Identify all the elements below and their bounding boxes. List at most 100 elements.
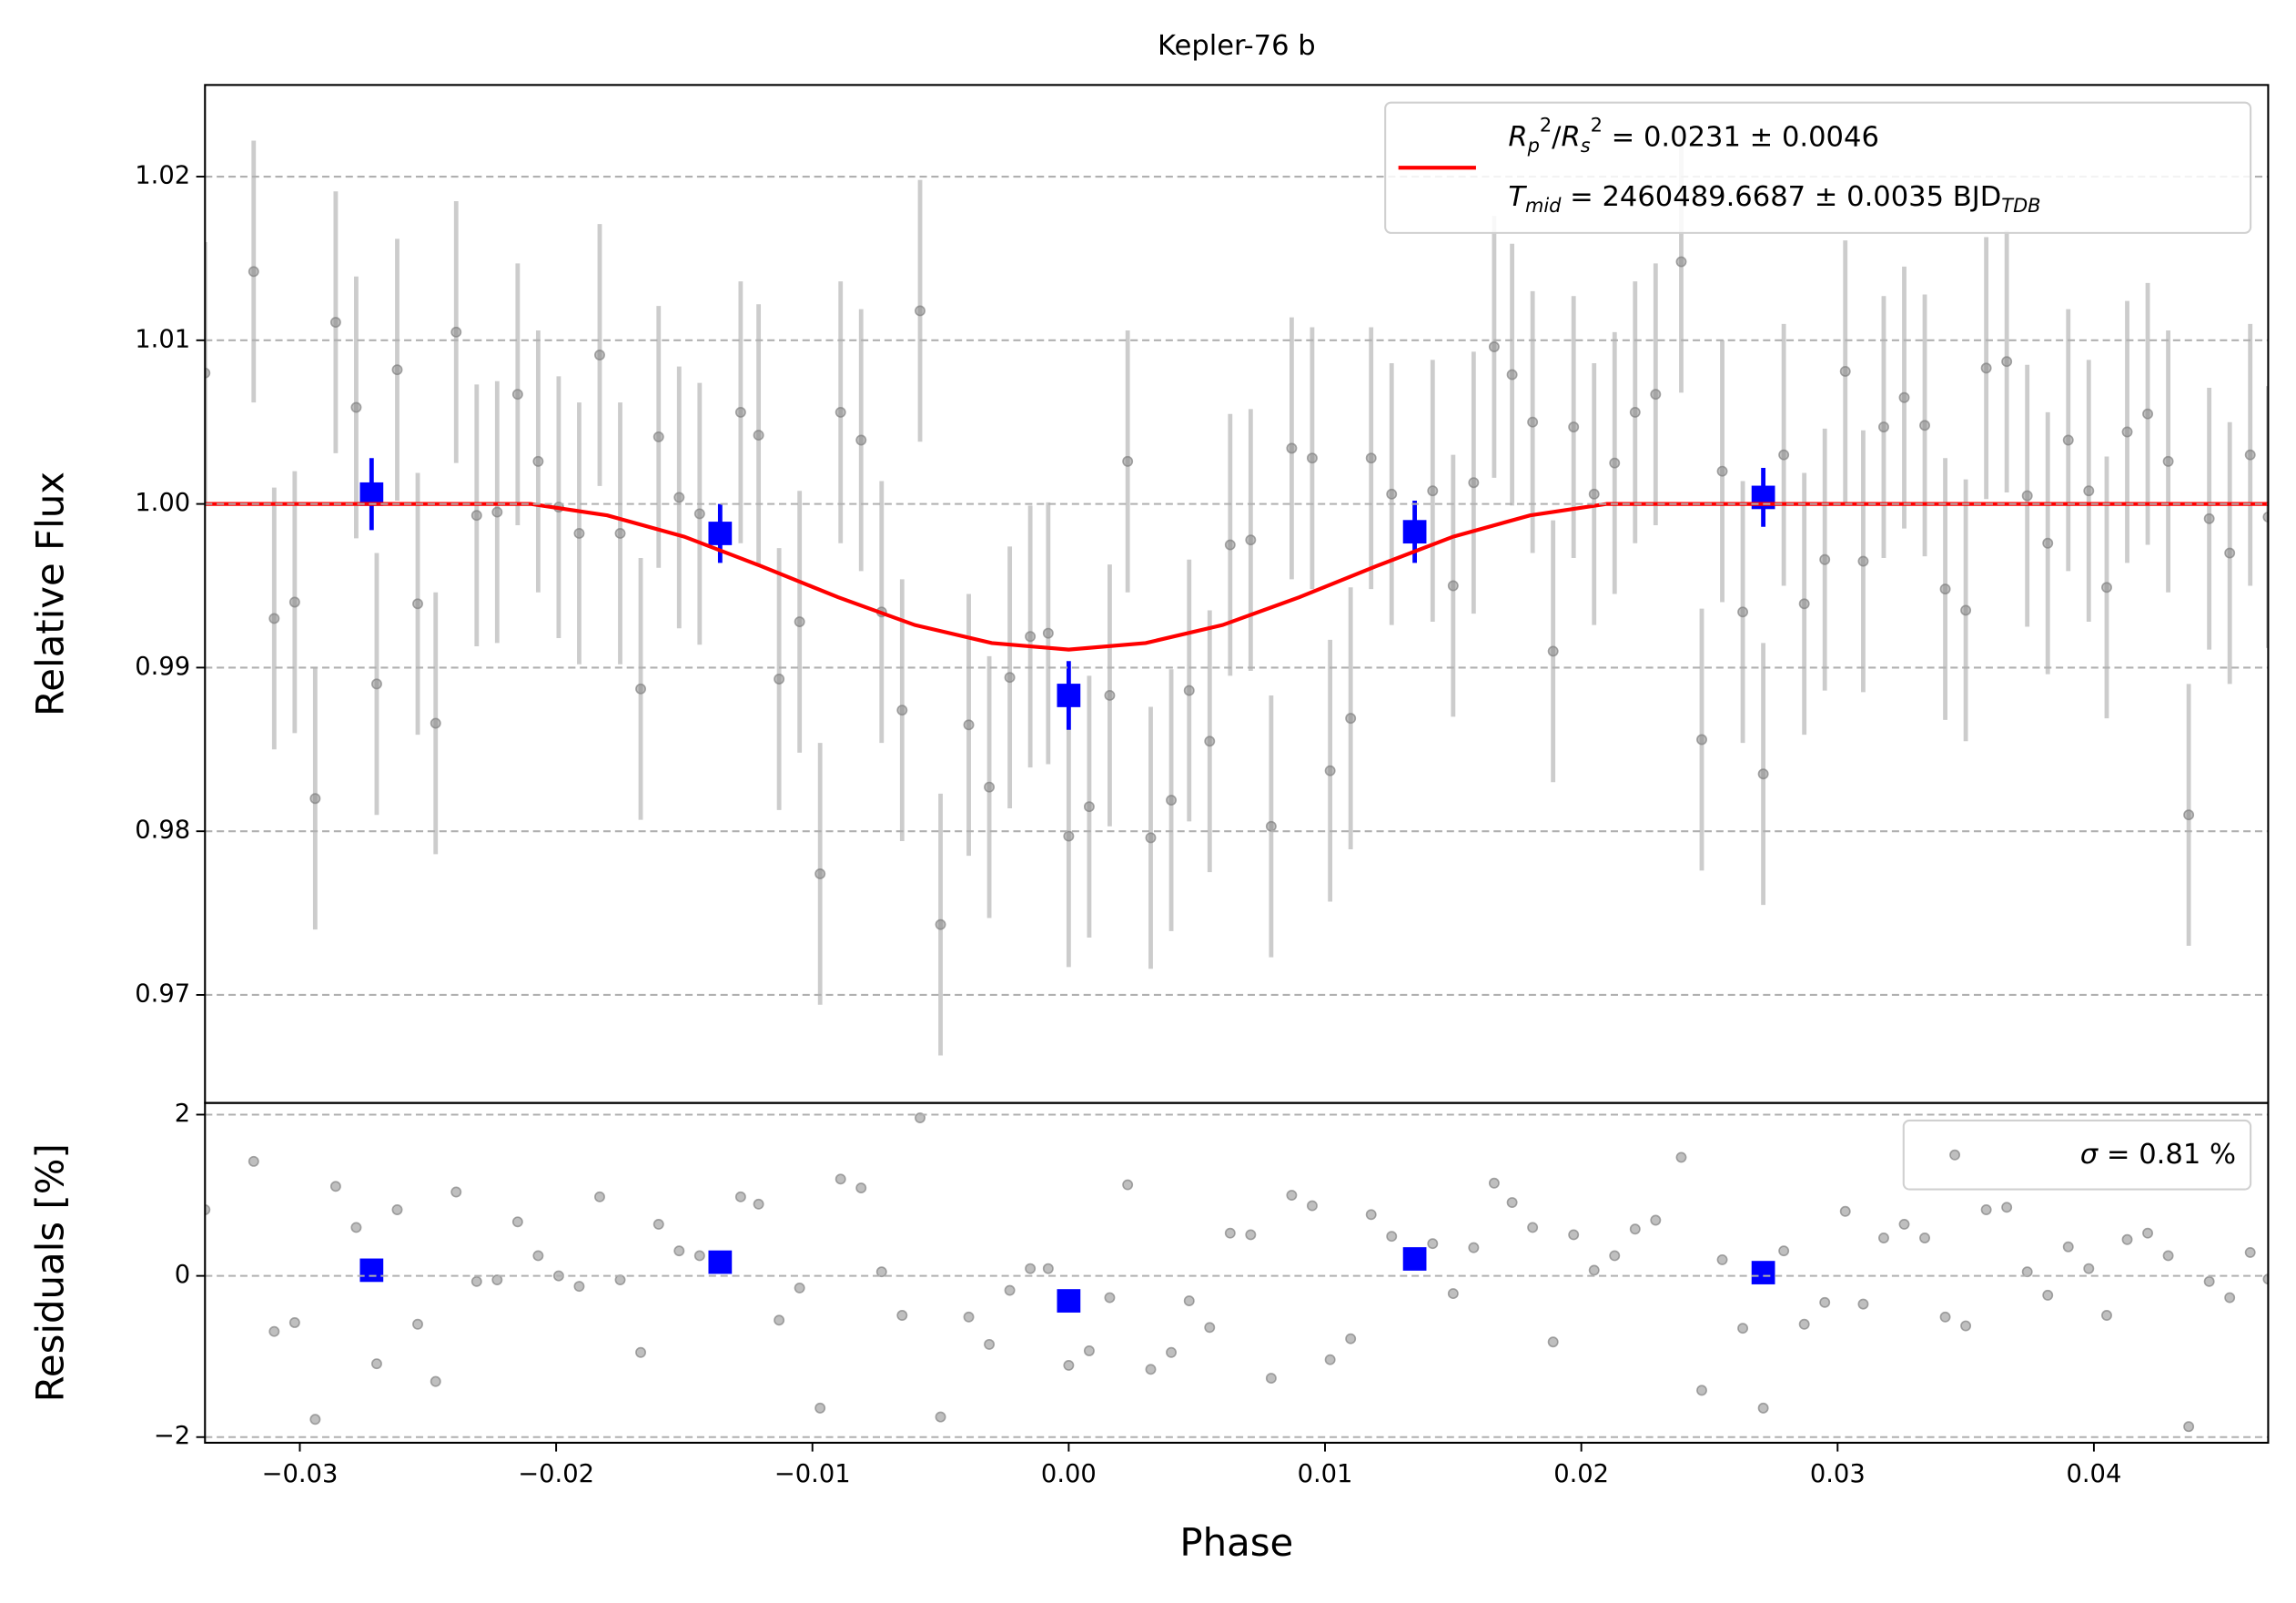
data-point — [673, 492, 685, 503]
data-point — [1183, 685, 1195, 696]
x-tick-label: 0.02 — [1553, 1460, 1609, 1488]
data-point — [391, 1204, 403, 1215]
x-tick-label: 0.00 — [1041, 1460, 1097, 1488]
data-point — [1365, 452, 1377, 464]
data-point — [1104, 690, 1116, 701]
data-point — [1696, 734, 1707, 746]
data-point — [1265, 1373, 1277, 1385]
legend-marker — [1949, 1149, 1961, 1161]
data-point — [412, 598, 423, 610]
data-point — [1042, 1263, 1054, 1274]
legend-text: σ — [2080, 1138, 2099, 1170]
data-point — [1345, 713, 1357, 725]
data-point — [1675, 256, 1687, 268]
data-point — [1447, 1288, 1459, 1300]
y-axis-label: Residuals [%] — [27, 1143, 72, 1402]
legend-text: / — [1552, 121, 1562, 153]
data-point — [2262, 512, 2269, 522]
data-point — [1819, 1296, 1831, 1308]
data-point — [1527, 1222, 1539, 1233]
data-point — [1204, 1322, 1216, 1334]
data-point — [350, 1222, 362, 1233]
data-point — [2183, 1421, 2195, 1433]
data-point — [1083, 1345, 1095, 1356]
data-point — [963, 719, 975, 731]
data-point — [450, 326, 462, 338]
data-point — [594, 1191, 605, 1202]
data-point — [875, 1266, 887, 1278]
data-point — [1468, 1242, 1480, 1253]
binned-point — [708, 1250, 733, 1274]
data-point — [1245, 534, 1257, 546]
data-point — [1166, 795, 1177, 806]
data-point — [1345, 1333, 1357, 1344]
plot-area — [205, 1112, 2269, 1433]
data-point — [1527, 416, 1539, 428]
data-point — [1568, 1229, 1580, 1241]
x-tick-label: 0.01 — [1298, 1460, 1353, 1488]
data-point — [371, 1358, 382, 1370]
data-point — [1145, 1364, 1157, 1375]
data-point — [2244, 1246, 2256, 1258]
data-point — [1386, 1231, 1398, 1243]
data-point — [1447, 580, 1459, 592]
y-tick-label: 1.02 — [135, 162, 190, 190]
legend-text: TDB — [2001, 195, 2040, 217]
legend-text: R — [1561, 121, 1580, 153]
data-point — [774, 674, 785, 685]
x-axis-label: Phase — [1179, 1520, 1293, 1565]
legend-text: = 0.0231 ± 0.0046 — [1603, 121, 1879, 153]
data-point — [1122, 455, 1134, 467]
data-point — [2142, 1227, 2154, 1239]
data-point — [1365, 1209, 1377, 1221]
data-point — [774, 1314, 785, 1326]
data-point — [1898, 1218, 1910, 1230]
data-point — [1716, 465, 1728, 477]
data-point — [2062, 1241, 2074, 1253]
data-point — [1145, 832, 1157, 844]
data-point — [532, 1250, 544, 1262]
legend-box — [1384, 101, 2252, 234]
data-point — [1757, 1402, 1769, 1414]
data-point — [329, 1181, 341, 1192]
data-point — [1324, 765, 1336, 776]
legend-text: = 0.81 % — [2098, 1138, 2236, 1170]
data-point — [430, 717, 441, 729]
legend-label: Rp2/Rs2 = 0.0231 ± 0.0046 — [1508, 114, 1879, 157]
y-tick-label: 2 — [175, 1100, 190, 1128]
data-point — [309, 1414, 321, 1425]
plot-area — [205, 130, 2269, 1056]
data-point — [935, 1411, 946, 1423]
data-point — [1122, 1179, 1134, 1191]
data-point — [1063, 830, 1075, 842]
data-point — [2062, 434, 2074, 446]
legend-box — [1902, 1119, 2252, 1191]
data-point — [1286, 1190, 1298, 1202]
data-point — [2183, 809, 2195, 821]
binned-point — [1402, 520, 1427, 544]
y-tick-label: 0.99 — [135, 653, 190, 681]
binned-point — [1402, 1247, 1427, 1271]
data-point — [1737, 606, 1749, 618]
data-point — [1488, 341, 1500, 352]
data-point — [1427, 1238, 1439, 1250]
x-tick-label: −0.01 — [774, 1460, 851, 1488]
data-point — [470, 510, 482, 522]
data-point — [693, 508, 705, 520]
data-point — [1386, 488, 1398, 500]
data-point — [2244, 449, 2256, 461]
data-point — [1675, 1152, 1687, 1163]
data-point — [491, 506, 503, 518]
data-point — [2162, 455, 2174, 467]
data-point — [1588, 488, 1600, 500]
data-point — [1265, 820, 1277, 832]
data-point — [1778, 449, 1790, 461]
data-point — [2203, 512, 2215, 524]
data-point — [1468, 477, 1480, 489]
data-point — [1083, 801, 1095, 813]
data-point — [1224, 539, 1236, 551]
data-point — [1488, 1177, 1500, 1189]
data-point — [1919, 1233, 1930, 1243]
